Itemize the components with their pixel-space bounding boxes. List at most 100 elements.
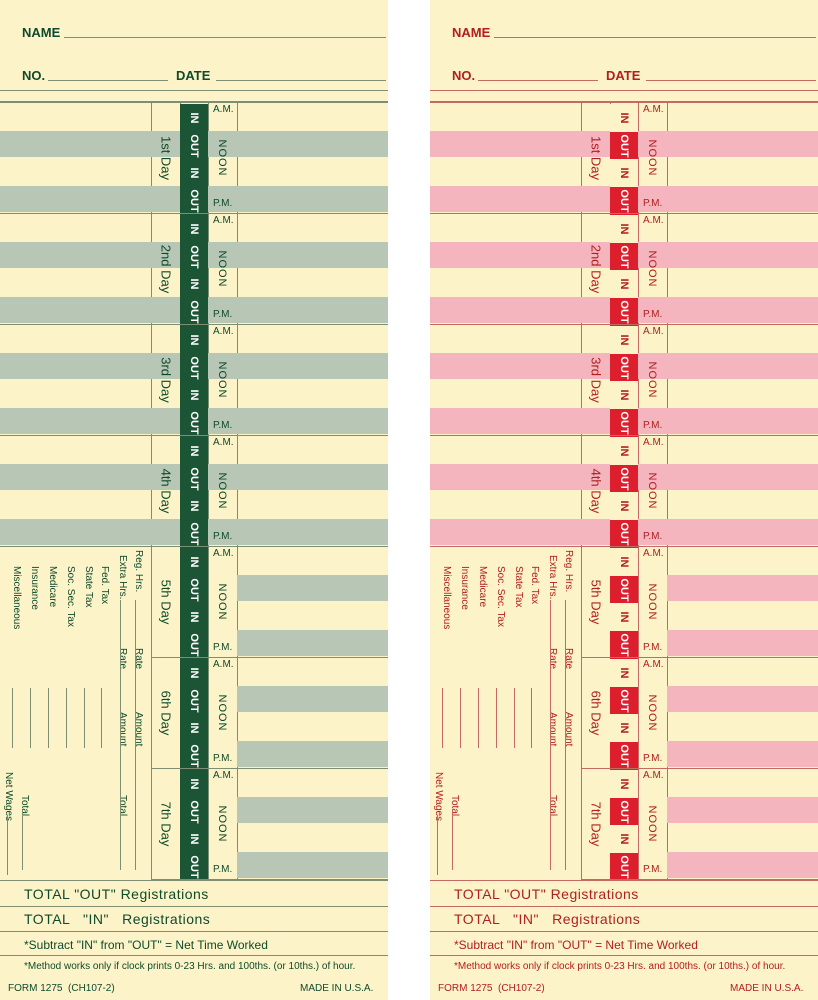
entry-line[interactable]: [7, 815, 8, 875]
time-entry-band[interactable]: [667, 852, 818, 878]
out-stamp: OUT: [180, 575, 208, 604]
in-label: IN: [618, 112, 630, 124]
number-label: NO.: [22, 68, 46, 83]
number-underline[interactable]: [478, 80, 598, 81]
time-entry-band[interactable]: [667, 797, 818, 823]
entry-line[interactable]: [442, 688, 443, 748]
grid-line: [0, 435, 388, 436]
out-stamp: OUT: [180, 630, 208, 659]
out-label: OUT: [188, 521, 200, 546]
am-label: A.M.: [213, 104, 234, 115]
time-entry-band[interactable]: [237, 686, 388, 712]
time-entry-band[interactable]: [667, 741, 818, 767]
time-entry-band: [0, 464, 151, 490]
out-label: OUT: [618, 799, 630, 824]
entry-line[interactable]: [120, 600, 121, 870]
noon-label: NOON: [646, 583, 658, 621]
pm-label: P.M.: [643, 531, 663, 542]
grid-line: [430, 102, 818, 103]
grid-line: [430, 931, 818, 932]
time-entry-band[interactable]: [667, 686, 818, 712]
entry-line[interactable]: [478, 688, 479, 748]
pm-label: P.M.: [643, 420, 663, 431]
number-label: NO.: [452, 68, 476, 83]
total-out-label: TOTAL "OUT" Registrations: [24, 886, 209, 902]
in-label: IN: [188, 334, 200, 346]
in-label: IN: [618, 389, 630, 401]
entry-line[interactable]: [84, 688, 85, 748]
am-label: A.M.: [643, 326, 664, 337]
entry-line[interactable]: [12, 688, 13, 748]
total-label: Total: [19, 795, 30, 817]
grid-line: [0, 955, 388, 956]
out-label: OUT: [618, 410, 630, 435]
entry-line[interactable]: [565, 600, 566, 870]
in-label: IN: [618, 167, 630, 179]
deduction-label: Medicare: [47, 566, 58, 608]
out-stamp: OUT: [610, 741, 638, 770]
in-stamp: IN: [180, 159, 208, 187]
deduction-label: Miscellaneous: [441, 566, 452, 630]
date-underline[interactable]: [646, 80, 816, 81]
time-entry-band[interactable]: [667, 575, 818, 601]
time-entry-band[interactable]: [237, 575, 388, 601]
time-entry-band[interactable]: [237, 630, 388, 656]
date-underline[interactable]: [216, 80, 386, 81]
in-stamp: IN: [610, 659, 638, 687]
entry-line[interactable]: [66, 688, 67, 748]
pm-label: P.M.: [643, 753, 663, 764]
in-label: IN: [188, 445, 200, 457]
name-underline[interactable]: [64, 37, 386, 38]
out-label: OUT: [188, 410, 200, 435]
in-label: IN: [618, 778, 630, 790]
method-note: *Method works only if clock prints 0-23 …: [454, 961, 786, 972]
time-entry-band: [430, 519, 581, 545]
entry-line[interactable]: [496, 688, 497, 748]
out-label: OUT: [188, 854, 200, 879]
name-underline[interactable]: [494, 37, 816, 38]
time-entry-band[interactable]: [667, 630, 818, 656]
time-entry-band: [0, 297, 151, 323]
day-label: 1st Day: [588, 135, 604, 181]
entry-line[interactable]: [22, 810, 23, 870]
grid-line: [430, 324, 818, 325]
out-label: OUT: [188, 743, 200, 768]
grid-line: [638, 102, 639, 880]
out-label: OUT: [618, 133, 630, 158]
am-label: A.M.: [643, 659, 664, 670]
out-stamp: OUT: [180, 464, 208, 493]
in-stamp: IN: [180, 548, 208, 576]
in-stamp: IN: [610, 714, 638, 742]
entry-line[interactable]: [452, 810, 453, 870]
in-label: IN: [618, 833, 630, 845]
in-label: IN: [188, 167, 200, 179]
entry-line[interactable]: [460, 688, 461, 748]
entry-line[interactable]: [514, 688, 515, 748]
in-label: IN: [618, 722, 630, 734]
time-entry-band[interactable]: [237, 852, 388, 878]
entry-line[interactable]: [135, 600, 136, 870]
entry-line[interactable]: [48, 688, 49, 748]
day-label: 6th Day: [158, 690, 174, 736]
pm-label: P.M.: [643, 642, 663, 653]
total-in-label: TOTAL "IN" Registrations: [24, 911, 211, 927]
in-label: IN: [188, 833, 200, 845]
noon-label: NOON: [216, 694, 228, 732]
name-label: NAME: [22, 25, 61, 40]
entry-line[interactable]: [531, 688, 532, 748]
number-underline[interactable]: [48, 80, 168, 81]
date-label: DATE: [176, 68, 211, 83]
time-entry-band: [430, 297, 581, 323]
entry-line[interactable]: [550, 600, 551, 870]
entry-line[interactable]: [437, 815, 438, 875]
entry-line[interactable]: [101, 688, 102, 748]
pm-label: P.M.: [213, 753, 233, 764]
in-label: IN: [188, 500, 200, 512]
summary-label: Rate: [117, 648, 128, 670]
time-entry-band[interactable]: [237, 741, 388, 767]
am-label: A.M.: [643, 437, 664, 448]
in-label: IN: [188, 778, 200, 790]
time-entry-band[interactable]: [237, 797, 388, 823]
grid-line: [430, 435, 818, 436]
entry-line[interactable]: [30, 688, 31, 748]
